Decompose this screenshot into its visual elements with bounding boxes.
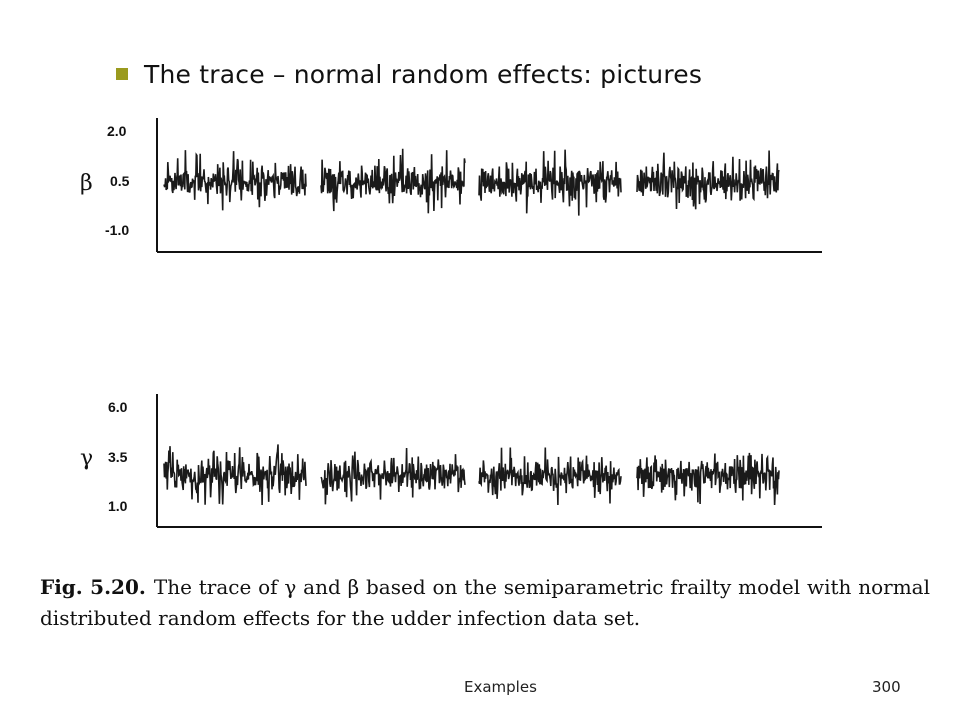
beta-tick-label: 0.5 (110, 173, 130, 189)
figure-caption-text: The trace of γ and β based on the semipa… (40, 575, 930, 630)
trace-segment-4 (636, 452, 780, 506)
beta-trace-lines (163, 148, 780, 216)
beta-tick-label: -1.0 (105, 222, 129, 238)
figure-label: Fig. 5.20. (40, 575, 146, 599)
trace-segment-2 (320, 148, 466, 214)
trace-segment-1 (163, 444, 307, 506)
bullet-square-icon (116, 68, 128, 80)
beta-tick-label: 2.0 (107, 123, 127, 139)
slide-title: The trace – normal random effects: pictu… (144, 59, 703, 89)
trace-segment-3 (478, 447, 622, 506)
gamma-trace-chart: γ 6.0 3.5 1.0 (80, 394, 822, 528)
footer-section-label: Examples (464, 678, 537, 696)
gamma-axis-label: γ (80, 446, 93, 471)
beta-axis-label: β (80, 171, 93, 196)
trace-segment-3 (478, 149, 622, 216)
gamma-tick-label: 6.0 (108, 399, 128, 415)
trace-segment-4 (636, 150, 780, 210)
gamma-tick-label: 3.5 (108, 449, 128, 465)
trace-segment-1 (163, 150, 307, 211)
beta-trace-chart: β 2.0 0.5 -1.0 (80, 118, 822, 253)
trace-segment-2 (320, 447, 466, 505)
page-number: 300 (872, 678, 901, 696)
slide-title-row: The trace – normal random effects: pictu… (116, 54, 702, 94)
gamma-trace-lines (163, 444, 780, 506)
gamma-tick-label: 1.0 (108, 498, 128, 514)
figure-caption: Fig. 5.20. The trace of γ and β based on … (40, 572, 930, 634)
